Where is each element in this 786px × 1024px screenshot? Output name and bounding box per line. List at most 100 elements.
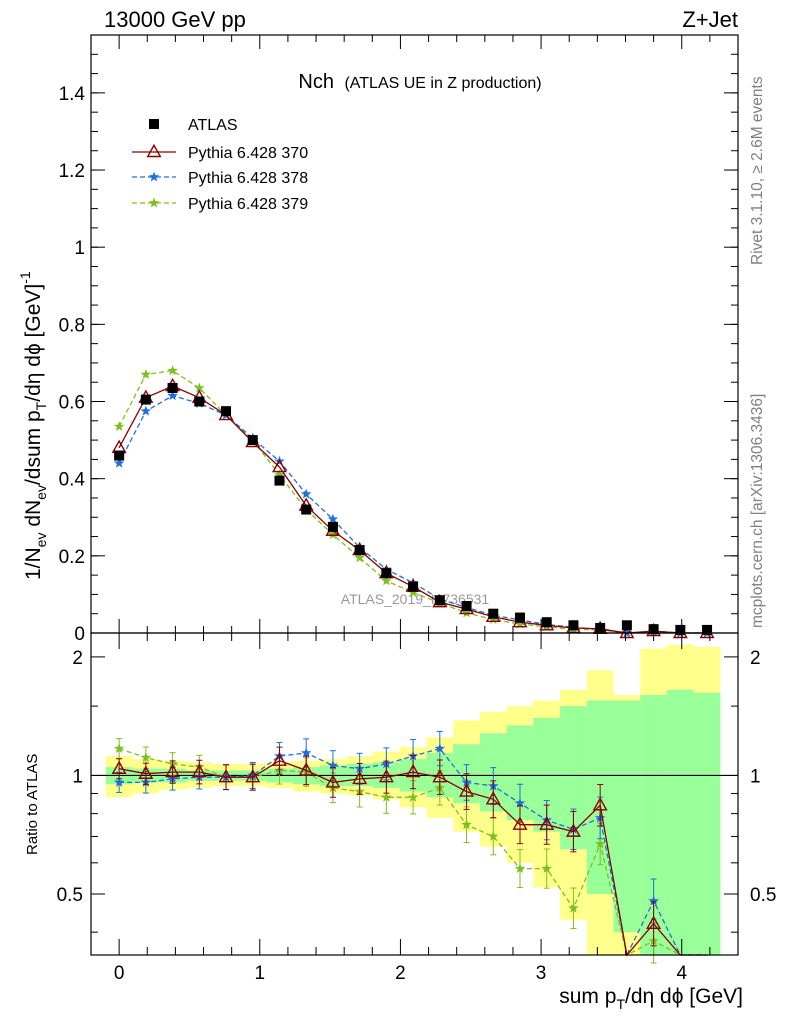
main-axes: 0 0.2 0.4 0.6 0.8 1 1.2 1.4 [59, 35, 739, 645]
y-tick-label: 0 [74, 624, 85, 645]
ratio-y-tick-label: 0.5 [57, 885, 83, 906]
legend: ATLAS Pythia 6.428 370 Pythia 6.428 378 Pyt… [132, 117, 308, 213]
x-tick-label: 4 [676, 963, 687, 984]
band-green [693, 692, 721, 955]
ratio-point [300, 747, 312, 758]
mc-point [488, 614, 499, 624]
data-point [514, 612, 525, 623]
ratio-y-tick-label: 1 [72, 766, 83, 787]
legend-marker [146, 143, 162, 158]
ratio-point [327, 759, 339, 770]
ratio-point [592, 797, 608, 811]
mc-point [619, 624, 635, 639]
data-point [568, 620, 579, 631]
ratio-y-tick-label-right: 0.5 [750, 885, 776, 906]
mc-point [300, 488, 312, 499]
data-point [381, 568, 392, 579]
data-point [140, 394, 151, 405]
data-point [301, 504, 312, 515]
ratio-point [514, 797, 526, 808]
ratio-ylabel: Ratio to ATLAS [24, 754, 41, 855]
mc-point [274, 469, 285, 480]
ratio-point [140, 752, 152, 763]
ratio-point [565, 823, 581, 837]
ratio-point [405, 763, 421, 778]
ratio-xlabel: sum pT/dη dϕ [GeV] [559, 985, 743, 1012]
data-point [621, 620, 632, 631]
ratio-point [459, 783, 475, 797]
main-panel: 00.20.40.60.811.21.4 ATLAS_2019_I1736531… [17, 34, 739, 645]
mc-point [113, 457, 125, 468]
ratio-panel: 0.5 0.5 1 1 2 2 0 1 2 3 4 Ratio to ATLAS sum pT/dη… [24, 632, 776, 1012]
x-tick-label: 3 [536, 963, 547, 984]
ratio-point [594, 838, 606, 849]
data-point [354, 545, 365, 556]
mc-point [514, 618, 526, 629]
data-point [327, 521, 338, 532]
data-point [247, 435, 258, 446]
mc-point [271, 458, 287, 473]
data-point [221, 406, 232, 417]
header-right: Z+Jet [682, 7, 738, 32]
side-mcplots-text: mcplots.cern.ch [arXiv:1306.3436] [749, 394, 766, 628]
ratio-point [113, 776, 125, 787]
data-point [675, 624, 686, 635]
legend-marker [149, 119, 159, 129]
series-0 [114, 383, 713, 635]
data-point [541, 617, 552, 628]
ratio-point [165, 763, 181, 778]
ratio-point [646, 915, 662, 930]
y-tick-label: 1.4 [59, 84, 86, 105]
ratio-point [648, 895, 659, 906]
plot-title-main: Nch [298, 71, 334, 93]
mc-point [140, 405, 152, 416]
band-green [613, 700, 641, 933]
ratio-point [298, 762, 314, 776]
legend-label-2: Pythia 6.428 378 [188, 170, 308, 187]
data-point [408, 581, 419, 592]
ratio-point [138, 765, 154, 779]
side-rivet-text: Rivet 3.1.10, ≥ 2.6M events [749, 76, 766, 265]
ratio-point [381, 791, 392, 802]
data-point [194, 396, 205, 407]
ratio-point [568, 902, 579, 913]
ratio-point [378, 768, 394, 783]
x-tick-label: 1 [254, 963, 265, 984]
main-ylabel: 1/Nev dNev/dsum pT/dη dϕ [GeV]-1 [17, 271, 49, 580]
ratio-point [432, 768, 448, 783]
data-point [434, 595, 445, 606]
ratio-point [485, 791, 501, 805]
mc-point [167, 365, 178, 376]
plot-title: Nch (ATLAS UE in Z production) [298, 71, 541, 93]
y-tick-label: 0.4 [59, 470, 86, 491]
ratio-point [434, 743, 446, 754]
ratio-point [512, 816, 528, 830]
main-series-layer [111, 365, 715, 639]
data-point [461, 600, 472, 611]
mc-point [140, 369, 152, 379]
x-tick-label: 0 [114, 963, 125, 984]
plot-title-sub: (ATLAS UE in Z production) [344, 75, 541, 92]
mc-point [354, 552, 365, 563]
data-point [488, 608, 499, 619]
legend-label-0: ATLAS [188, 117, 238, 134]
ratio-point [541, 863, 552, 874]
mc-point [167, 390, 178, 401]
mc-point [381, 575, 392, 586]
x-tick-label: 2 [395, 963, 406, 984]
band-green [666, 689, 694, 955]
data-point [167, 383, 178, 394]
ratio-series-layer [111, 730, 708, 964]
ratio-frame [90, 632, 739, 956]
legend-marker [148, 171, 160, 182]
ratio-point [271, 752, 287, 766]
ratio-point [325, 774, 341, 788]
ratio-point [113, 743, 125, 754]
ratio-point [407, 791, 419, 802]
ratio-point [488, 830, 499, 841]
legend-label-1: Pythia 6.428 370 [188, 145, 308, 162]
ratio-point [191, 763, 207, 778]
ratio-y-tick-label-right: 1 [750, 766, 761, 787]
ratio-point [111, 760, 127, 774]
